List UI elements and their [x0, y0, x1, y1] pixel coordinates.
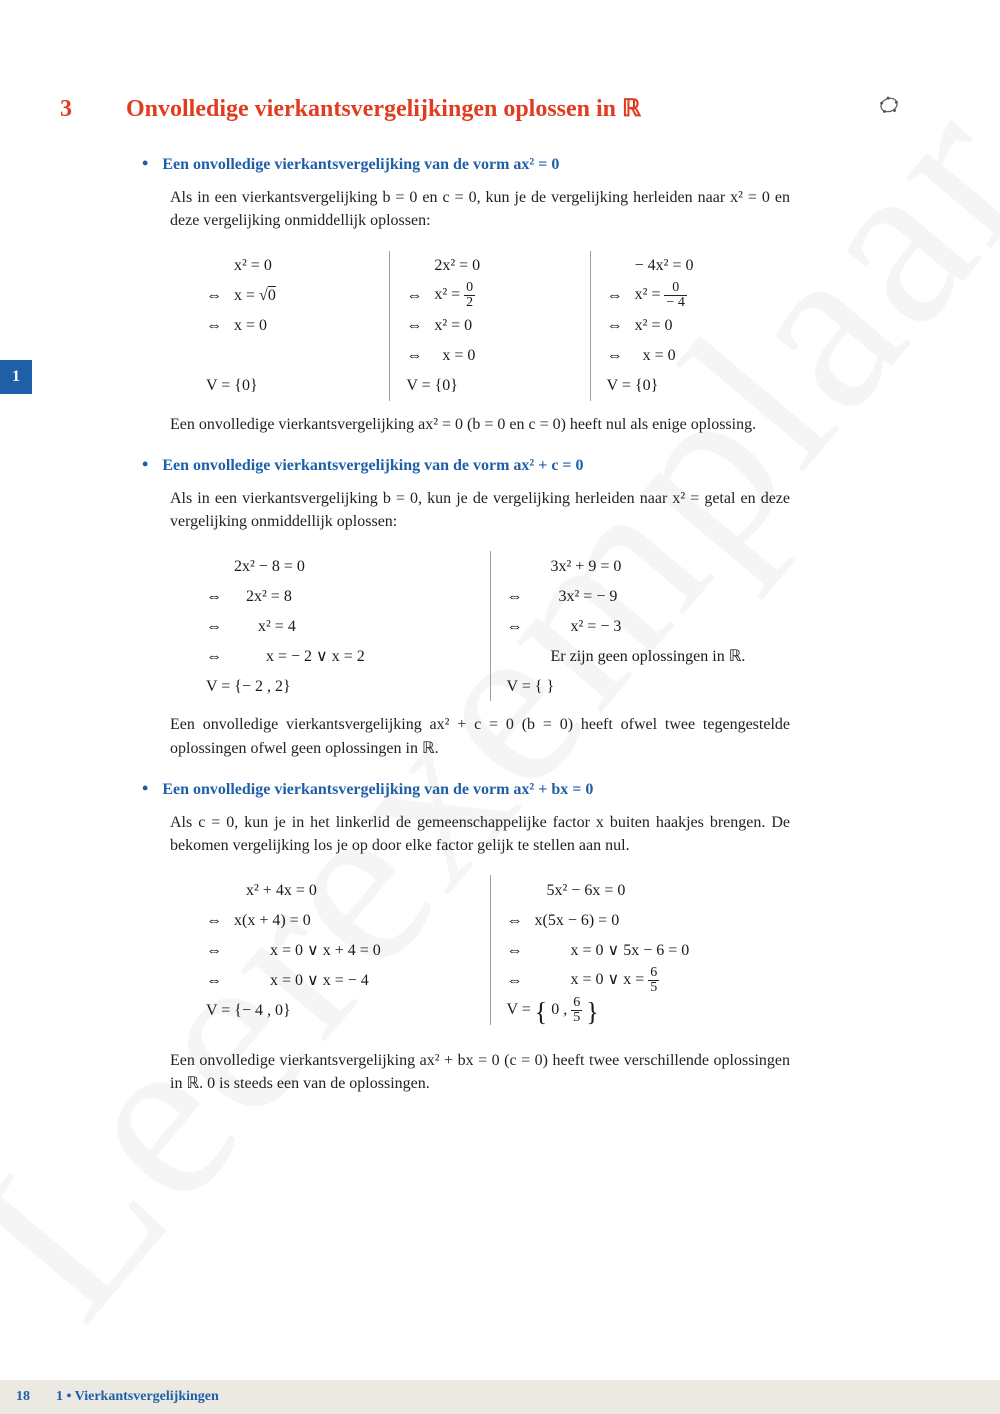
- bullet-icon: •: [142, 153, 148, 176]
- eq: − 4x² = 0: [635, 254, 694, 277]
- subheading-3: • Een onvolledige vierkantsvergelijking …: [142, 778, 790, 801]
- eq: x =: [234, 287, 259, 304]
- eq: x = 0 ∨ x + 4 = 0: [270, 942, 381, 959]
- eq: x = − 2 ∨ x = 2: [266, 648, 365, 665]
- eq: V = {− 2 , 2}: [206, 675, 291, 698]
- example-2a: 2x² − 8 = 0 ⇔ 2x² = 8 ⇔ x² = 4 ⇔ x = − 2…: [190, 551, 490, 701]
- eq: V = {0}: [206, 374, 258, 397]
- eq: x² =: [635, 286, 661, 303]
- subheading-1-text: Een onvolledige vierkantsvergelijking va…: [162, 153, 559, 176]
- frac-den: 2: [464, 295, 475, 310]
- eq: x² + 4x = 0: [246, 882, 317, 899]
- intro-3: Als c = 0, kun je in het linkerlid de ge…: [170, 811, 790, 857]
- conclusion-3: Een onvolledige vierkantsvergelijking ax…: [170, 1049, 790, 1095]
- eq: x² = 0: [434, 314, 472, 337]
- frac-den: 5: [648, 980, 659, 995]
- eq: V = {0}: [607, 374, 659, 397]
- eq: V =: [507, 1001, 535, 1018]
- example-block-1: x² = 0 ⇔x = √0 ⇔x = 0 V = {0} 2x² = 0 ⇔x…: [190, 251, 790, 401]
- eq: x² = − 3: [571, 618, 622, 635]
- eq: x² = 0: [234, 254, 272, 277]
- example-2b: 3x² + 9 = 0 ⇔ 3x² = − 9 ⇔ x² = − 3 Er zi…: [491, 551, 791, 701]
- eq: 2x² = 0: [434, 254, 480, 277]
- bullet-icon: •: [142, 778, 148, 801]
- footer-text: 1 • Vierkantsvergelijkingen: [56, 1389, 219, 1405]
- eq: 3x² = − 9: [559, 588, 618, 605]
- eq: 0 ,: [551, 1001, 567, 1018]
- eq: V = {− 4 , 0}: [206, 999, 291, 1022]
- page-footer: 18 1 • Vierkantsvergelijkingen: [0, 1380, 1000, 1414]
- conclusion-1: Een onvolledige vierkantsvergelijking ax…: [170, 413, 790, 436]
- example-1c: − 4x² = 0 ⇔x² = 0− 4 ⇔x² = 0 ⇔ x = 0 V =…: [591, 251, 790, 401]
- subheading-1: • Een onvolledige vierkantsvergelijking …: [142, 153, 790, 176]
- frac-num: 0: [464, 281, 475, 295]
- section-number: 3: [60, 96, 90, 123]
- eq: x² = 4: [258, 618, 296, 635]
- eq: x² = 0: [635, 314, 673, 337]
- eq: x = 0: [442, 347, 475, 364]
- eq: x² =: [434, 286, 460, 303]
- frac-num: 6: [648, 966, 659, 980]
- section-title-text: Onvolledige vierkantsvergelijkingen oplo…: [126, 96, 622, 122]
- conclusion-2: Een onvolledige vierkantsvergelijking ax…: [170, 713, 790, 759]
- frac-num: 0: [670, 281, 681, 295]
- example-3b: 5x² − 6x = 0 ⇔x(5x − 6) = 0 ⇔ x = 0 ∨ 5x…: [491, 875, 791, 1025]
- subheading-3-text: Een onvolledige vierkantsvergelijking va…: [162, 778, 593, 801]
- eq: 3x² + 9 = 0: [551, 558, 622, 575]
- section-heading: 3 Onvolledige vierkantsvergelijkingen op…: [60, 90, 900, 123]
- page-content: 3 Onvolledige vierkantsvergelijkingen op…: [0, 0, 1000, 1096]
- eq: x = 0: [643, 347, 676, 364]
- example-block-3: x² + 4x = 0 ⇔x(x + 4) = 0 ⇔ x = 0 ∨ x + …: [190, 875, 790, 1025]
- section-title: Onvolledige vierkantsvergelijkingen oplo…: [126, 94, 842, 123]
- eq: 2x² = 8: [246, 588, 292, 605]
- example-block-2: 2x² − 8 = 0 ⇔ 2x² = 8 ⇔ x² = 4 ⇔ x = − 2…: [190, 551, 790, 701]
- frac-den: − 4: [664, 295, 686, 310]
- eq: 2x² − 8 = 0: [234, 555, 305, 578]
- geogebra-icon: [878, 94, 900, 116]
- frac-num: 6: [571, 996, 582, 1010]
- eq: V = {0}: [406, 374, 458, 397]
- eq: x = 0 ∨ x = − 4: [270, 972, 369, 989]
- frac-den: 5: [571, 1010, 582, 1025]
- eq: x = 0 ∨ x =: [571, 971, 645, 988]
- subheading-2-text: Een onvolledige vierkantsvergelijking va…: [162, 454, 583, 477]
- eq: 5x² − 6x = 0: [547, 882, 626, 899]
- eq: Er zijn geen oplossingen in ℝ.: [551, 648, 746, 665]
- intro-2: Als in een vierkantsvergelijking b = 0, …: [170, 487, 790, 533]
- eq: x(5x − 6) = 0: [535, 909, 620, 932]
- example-1b: 2x² = 0 ⇔x² = 02 ⇔x² = 0 ⇔ x = 0 V = {0}: [390, 251, 589, 401]
- eq: V = { }: [507, 675, 555, 698]
- bullet-icon: •: [142, 454, 148, 477]
- eq: x(x + 4) = 0: [234, 909, 311, 932]
- eq: x = 0: [234, 314, 267, 337]
- subheading-2: • Een onvolledige vierkantsvergelijking …: [142, 454, 790, 477]
- example-1a: x² = 0 ⇔x = √0 ⇔x = 0 V = {0}: [190, 251, 389, 401]
- intro-1: Als in een vierkantsvergelijking b = 0 e…: [170, 186, 790, 232]
- page-number: 18: [16, 1389, 56, 1405]
- example-3a: x² + 4x = 0 ⇔x(x + 4) = 0 ⇔ x = 0 ∨ x + …: [190, 875, 490, 1025]
- eq: x = 0 ∨ 5x − 6 = 0: [571, 942, 690, 959]
- reals-symbol: ℝ: [622, 96, 638, 122]
